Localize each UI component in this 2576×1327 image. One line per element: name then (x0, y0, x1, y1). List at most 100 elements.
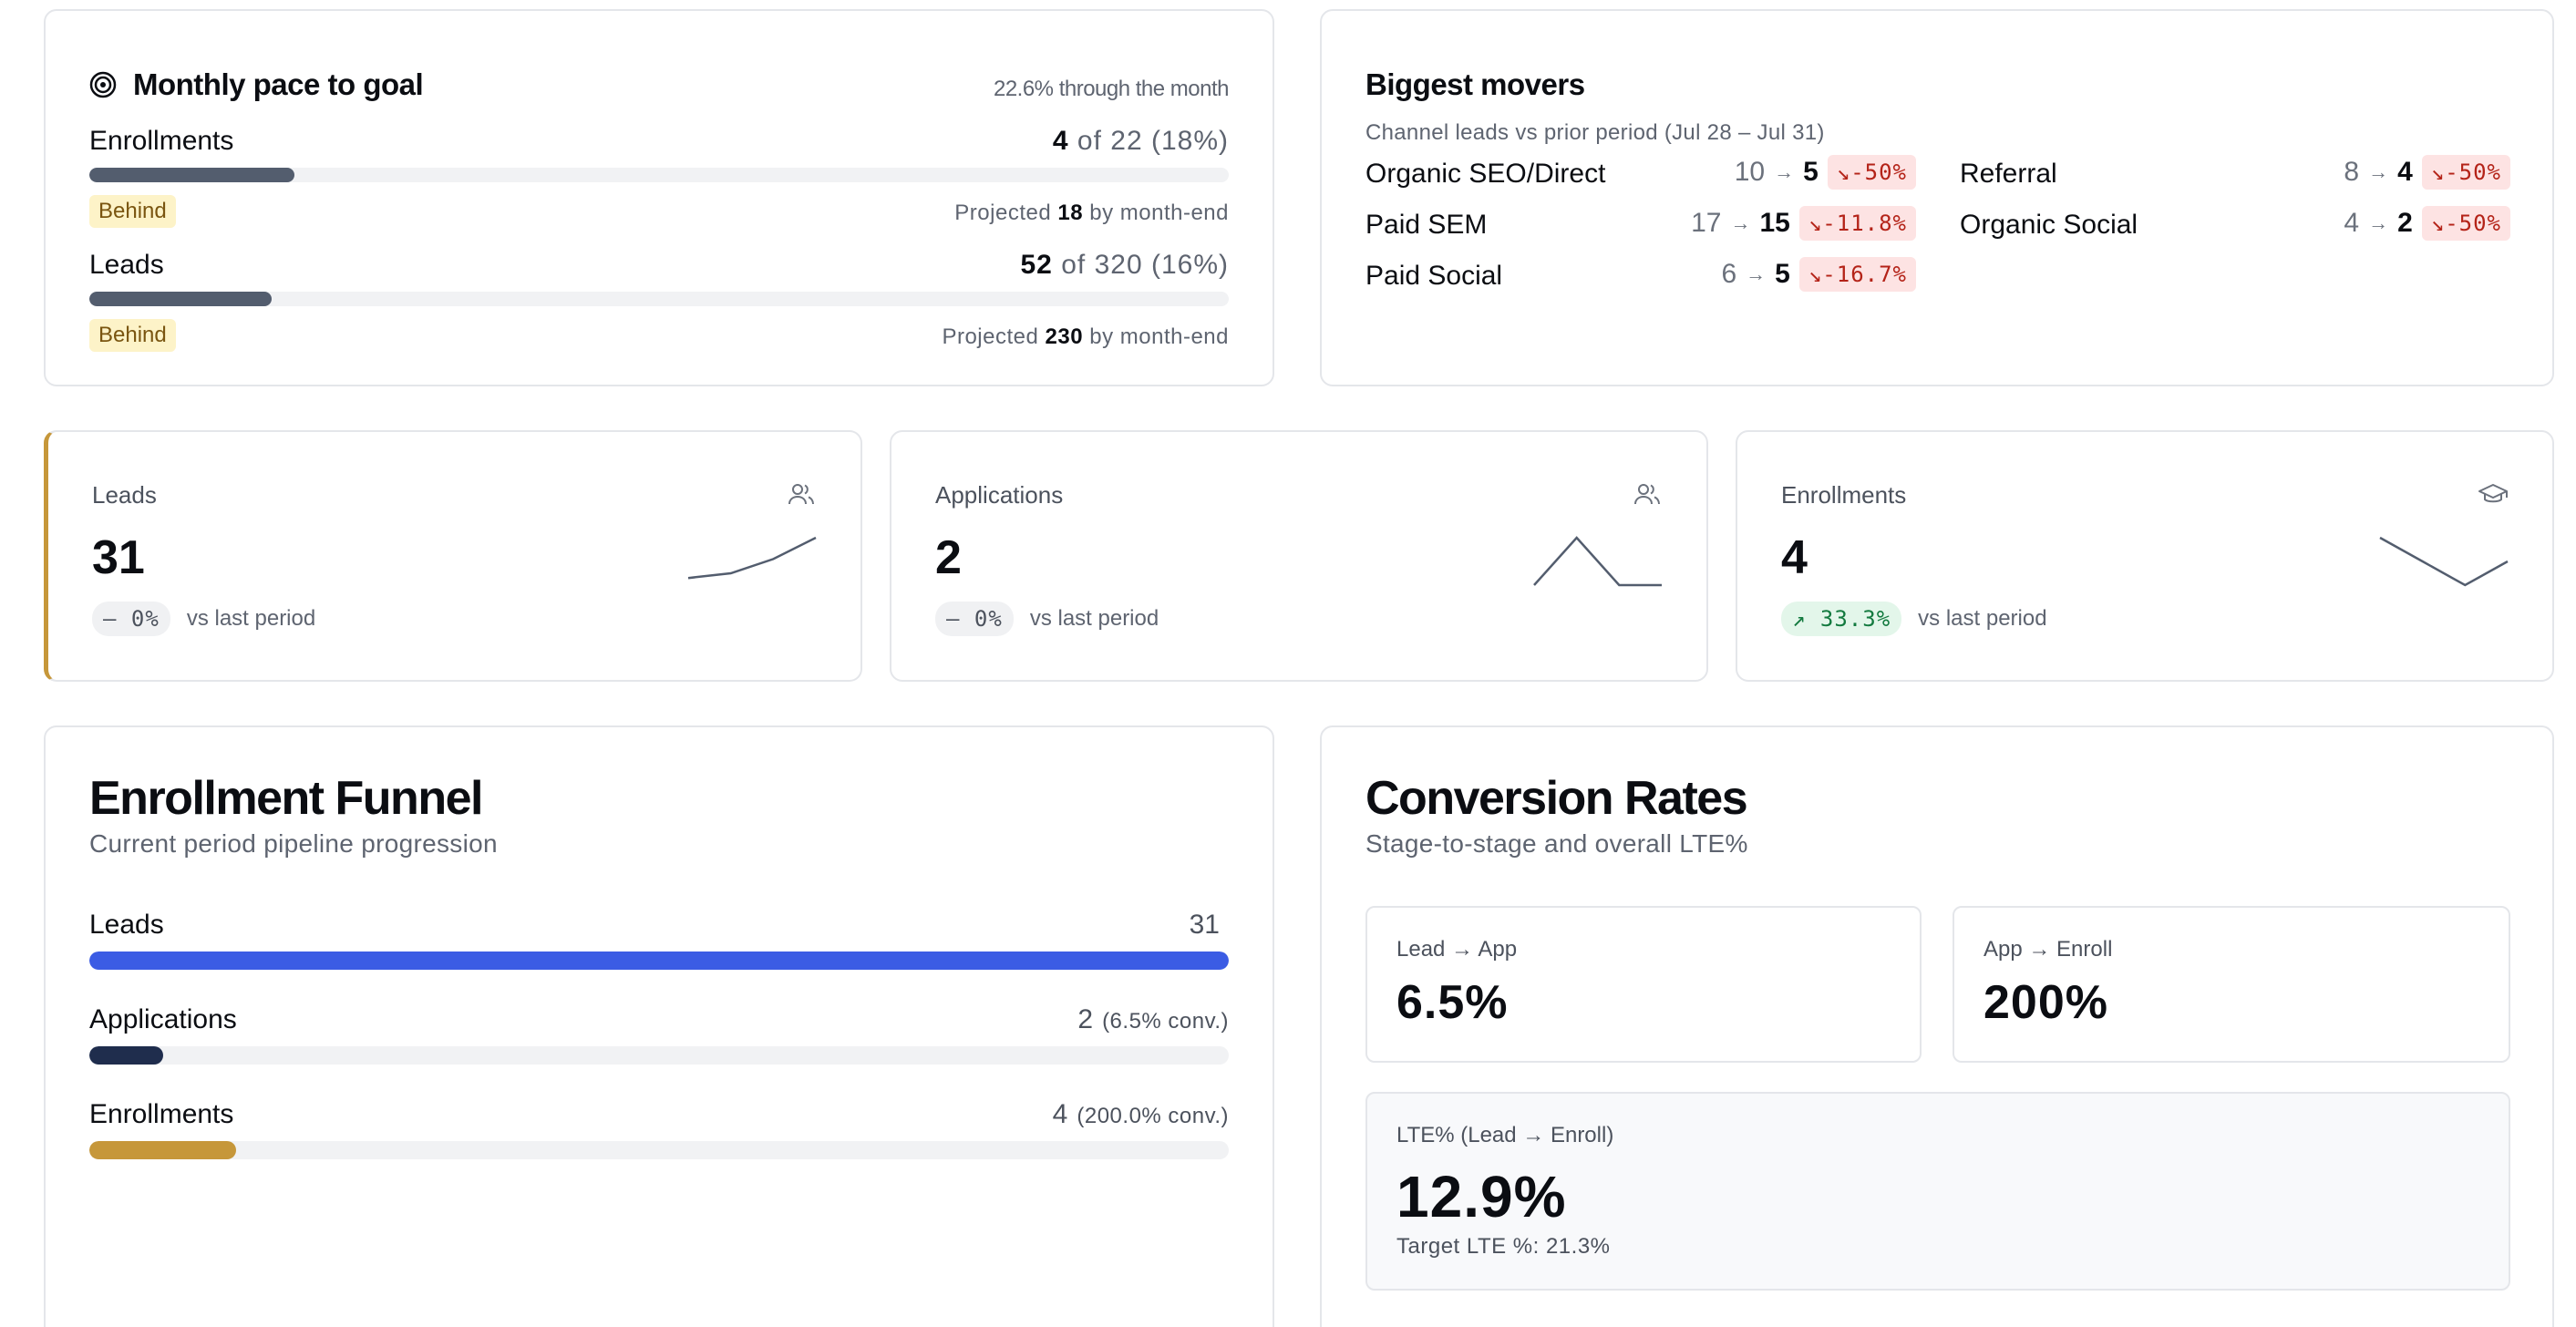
mover-channel: Organic SEO/Direct (1365, 159, 1606, 189)
target-icon (89, 71, 117, 98)
kpi-value: 31 (92, 531, 145, 584)
mover-change: -16.7% (1822, 262, 1907, 287)
trend-up-icon: ↗ (1792, 606, 1807, 632)
goal-projection: Projected 18 by month-end (954, 201, 1229, 226)
stage-track (89, 952, 1229, 970)
arrow-right-icon: → (1746, 262, 1767, 285)
projection-prefix: Projected (942, 324, 1039, 349)
mover-change-badge: ↘-50% (2421, 155, 2510, 190)
sparkline-line (687, 536, 817, 580)
change-symbol: – (103, 606, 118, 632)
change-value: 0% (974, 606, 1003, 632)
stage-value: 2 (1077, 1004, 1094, 1034)
arrow-right-icon: → (1774, 160, 1795, 183)
stage-track (89, 1046, 1229, 1065)
funnel-stage-applications: Applications 2 (6.5% conv.) (89, 1004, 1229, 1068)
sparkline-line (1533, 536, 1662, 587)
goal-leads: Leads 52 of 320 (16%) Behind Projected 2… (89, 250, 1229, 359)
mover-change: -50% (2445, 159, 2501, 185)
mover-change: -50% (2445, 211, 2501, 236)
goal-current: 4 (1052, 126, 1069, 156)
stage-label: Enrollments (89, 1099, 234, 1129)
stage-fill (89, 952, 1229, 970)
movers-card: Biggest movers Channel leads vs prior pe… (1320, 9, 2554, 386)
stage-value: 4 (1052, 1099, 1068, 1129)
goal-progress-track (89, 168, 1229, 182)
mover-to: 15 (1759, 208, 1790, 238)
mover-values: 17 → 15 ↘-11.8% (1691, 206, 1916, 241)
goal-progress-fill (89, 292, 272, 306)
projection-value: 230 (1045, 324, 1084, 349)
kpi-change-row: ↗ 33.3% vs last period (1781, 602, 2047, 636)
kpi-card-enrollments[interactable]: Enrollments 4 ↗ 33.3% vs last period (1736, 430, 2554, 682)
mover-from: 8 (2344, 157, 2360, 187)
funnel-card: Enrollment Funnel Current period pipelin… (44, 725, 1274, 1327)
funnel-title: Enrollment Funnel (89, 772, 483, 825)
stage-track (89, 1141, 1229, 1159)
goal-of-text: of 22 (18%) (1077, 126, 1229, 156)
mover-from: 4 (2344, 208, 2360, 238)
mover-change-badge: ↘-11.8% (1798, 206, 1916, 241)
mover-row: Organic Social 4 → 2 ↘-50% (1960, 206, 2510, 242)
rate-app-to-enroll: App → Enroll 200% (1953, 906, 2510, 1063)
mover-from: 17 (1691, 208, 1722, 238)
mover-to: 5 (1803, 157, 1819, 187)
sparkline-line (2379, 536, 2509, 587)
rate-value: 6.5% (1396, 976, 1509, 1029)
stage-conversion: (6.5% conv.) (1102, 1009, 1229, 1034)
mover-channel: Referral (1960, 159, 2057, 189)
rate-lte: LTE% (Lead → Enroll) 12.9% Target LTE %:… (1365, 1092, 2510, 1291)
movers-title: Biggest movers (1365, 67, 1585, 101)
goal-enrollments: Enrollments 4 of 22 (18%) Behind Project… (89, 126, 1229, 235)
mover-values: 6 → 5 ↘-16.7% (1721, 257, 1916, 292)
stage-value-wrap: 4 (200.0% conv.) (1053, 1099, 1229, 1130)
sparkline (1533, 536, 1662, 587)
mover-from: 10 (1734, 157, 1766, 187)
mover-channel: Paid SEM (1365, 210, 1488, 240)
mover-row: Paid SEM 17 → 15 ↘-11.8% (1365, 206, 1916, 242)
kpi-card-leads[interactable]: Leads 31 – 0% vs last period (44, 430, 862, 682)
goal-progress-fill (89, 168, 294, 182)
rate-label: LTE% (Lead → Enroll) (1396, 1123, 1614, 1147)
mover-channel: Paid Social (1365, 261, 1503, 291)
rate-lead-to-app: Lead → App 6.5% (1365, 906, 1922, 1063)
mover-to: 4 (2397, 157, 2413, 187)
conversion-subtitle: Stage-to-stage and overall LTE% (1365, 829, 1748, 858)
stage-value: 31 (1189, 910, 1220, 940)
change-value: 33.3% (1819, 606, 1891, 632)
goal-label: Enrollments (89, 126, 234, 156)
rate-value: 12.9% (1396, 1164, 1567, 1229)
change-badge: – 0% (92, 602, 170, 636)
mover-row: Referral 8 → 4 ↘-50% (1960, 155, 2510, 191)
kpi-card-applications[interactable]: Applications 2 – 0% vs last period (890, 430, 1708, 682)
mover-channel: Organic Social (1960, 210, 2138, 240)
vs-label: vs last period (186, 606, 316, 631)
stage-fill (89, 1141, 237, 1159)
sparkline (687, 536, 817, 580)
mover-values: 8 → 4 ↘-50% (2344, 155, 2510, 190)
change-badge: – 0% (935, 602, 1014, 636)
kpi-value: 2 (935, 531, 962, 584)
mover-to: 2 (2397, 208, 2413, 238)
change-badge: ↗ 33.3% (1781, 602, 1902, 636)
mover-values: 10 → 5 ↘-50% (1735, 155, 1916, 190)
kpi-label: Leads (92, 481, 157, 509)
goal-projection: Projected 230 by month-end (942, 324, 1229, 350)
vs-label: vs last period (1029, 606, 1159, 631)
goal-of-text: of 320 (16%) (1061, 250, 1229, 280)
rate-label: App → Enroll (1984, 937, 2113, 962)
pace-header: Monthly pace to goal (89, 67, 424, 102)
mover-row: Paid Social 6 → 5 ↘-16.7% (1365, 257, 1916, 293)
funnel-stage-leads: Leads 31 (89, 910, 1229, 973)
goal-value: 52 of 320 (16%) (1021, 250, 1230, 281)
conversion-card: Conversion Rates Stage-to-stage and over… (1320, 725, 2554, 1327)
rate-label: Lead → App (1396, 937, 1518, 962)
users-icon (1634, 484, 1660, 505)
kpi-change-row: – 0% vs last period (935, 602, 1159, 636)
users-icon (788, 484, 814, 505)
change-value: 0% (130, 606, 160, 632)
status-badge: Behind (89, 195, 176, 228)
change-symbol: – (946, 606, 961, 632)
mover-from: 6 (1721, 259, 1737, 289)
mover-values: 4 → 2 ↘-50% (2344, 206, 2510, 241)
